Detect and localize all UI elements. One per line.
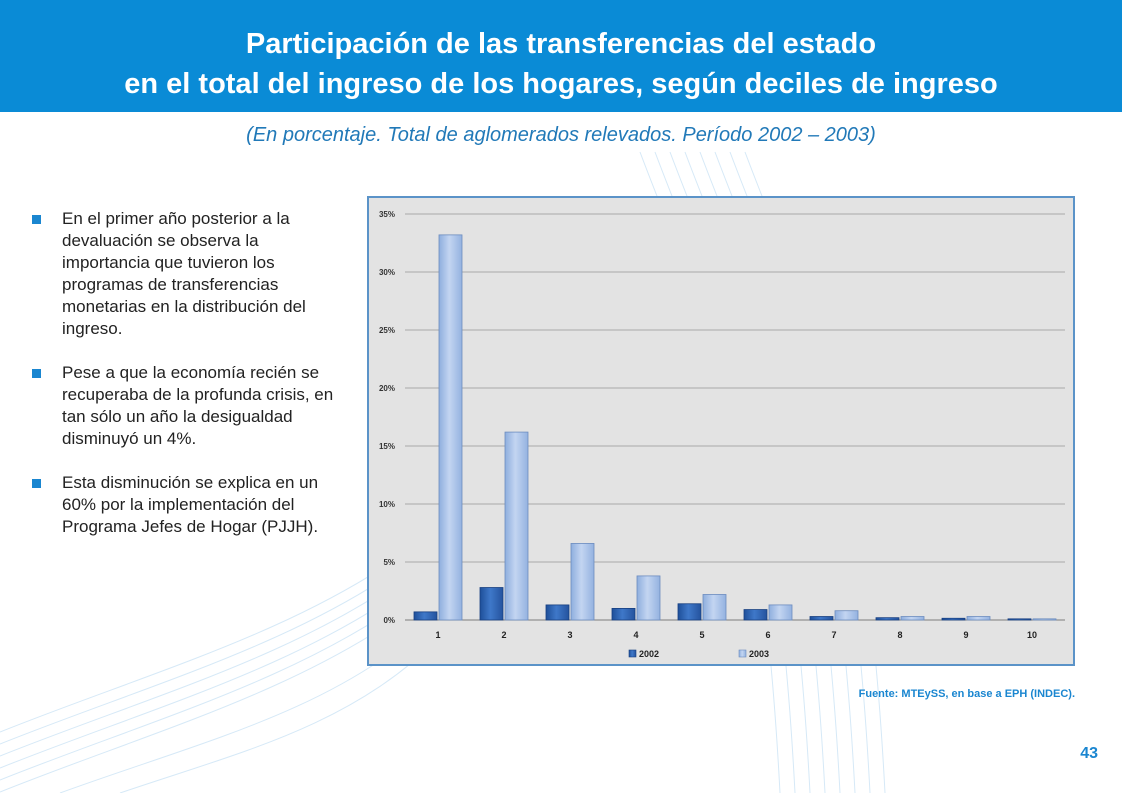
- bar-2003-7: [834, 610, 859, 621]
- bar-2002-8: [875, 617, 900, 621]
- x-tick-label: 7: [831, 630, 836, 640]
- x-tick-label: 4: [633, 630, 638, 640]
- legend-swatch-2002: [628, 649, 637, 658]
- bar-2002-6: [743, 609, 768, 621]
- bullet-list: En el primer año posterior a la devaluac…: [30, 208, 350, 560]
- x-tick-label: 2: [501, 630, 506, 640]
- subtitle: (En porcentaje. Total de aglomerados rel…: [246, 124, 876, 146]
- header-bar: Participación de las transferencias del …: [0, 0, 1122, 112]
- bar-2003-2: [504, 431, 529, 621]
- bar-2002-10: [1007, 618, 1032, 621]
- bar-2003-9: [966, 616, 991, 621]
- y-tick-label: 15%: [379, 442, 395, 451]
- bar-2003-8: [900, 616, 925, 621]
- bar-2002-3: [545, 604, 570, 621]
- bullet-item-1: En el primer año posterior a la devaluac…: [30, 208, 350, 340]
- bullet-square-icon: [32, 215, 41, 224]
- bar-2003-1: [438, 234, 463, 621]
- bullet-square-icon: [32, 479, 41, 488]
- bar-chart: 0% 5% 10% 15% 20% 25% 30% 35% 1 2 3 4 5 6 7 8 9 10 2002 200…: [379, 210, 1065, 659]
- y-tick-label: 30%: [379, 268, 395, 277]
- page-title-line-2: en el total del ingreso de los hogares, …: [124, 68, 998, 100]
- bar-2003-5: [702, 594, 727, 621]
- y-tick-label: 5%: [383, 558, 395, 567]
- y-tick-label: 35%: [379, 210, 395, 219]
- x-tick-label: 5: [699, 630, 704, 640]
- source-note: Fuente: MTEySS, en base a EPH (INDEC).: [858, 688, 1075, 700]
- bullet-square-icon: [32, 369, 41, 378]
- bar-2002-1: [413, 611, 438, 621]
- bullet-text-3: Esta disminución se explica en un 60% po…: [62, 473, 319, 536]
- legend-label-2002: 2002: [639, 649, 659, 659]
- y-tick-label: 0%: [383, 616, 395, 625]
- bullet-item-2: Pese a que la economía recién se recuper…: [30, 362, 350, 450]
- y-tick-label: 25%: [379, 326, 395, 335]
- x-tick-label: 1: [435, 630, 440, 640]
- legend-label-2003: 2003: [749, 649, 769, 659]
- bar-2003-10: [1032, 618, 1057, 621]
- x-tick-label: 8: [897, 630, 902, 640]
- bar-2003-6: [768, 604, 793, 621]
- bar-2002-2: [479, 587, 504, 621]
- bar-2002-5: [677, 603, 702, 621]
- y-tick-label: 20%: [379, 384, 395, 393]
- bullet-text-2: Pese a que la economía recién se recuper…: [62, 363, 334, 448]
- bar-2002-9: [941, 617, 966, 621]
- x-tick-label: 6: [765, 630, 770, 640]
- bullet-item-3: Esta disminución se explica en un 60% po…: [30, 472, 350, 538]
- x-tick-label: 9: [963, 630, 968, 640]
- x-tick-label: 3: [567, 630, 572, 640]
- legend-swatch-2003: [738, 649, 747, 658]
- bar-2002-7: [809, 616, 834, 621]
- bar-2003-3: [570, 543, 595, 621]
- bullet-text-1: En el primer año posterior a la devaluac…: [62, 209, 306, 338]
- x-tick-label: 10: [1027, 630, 1037, 640]
- bar-2003-4: [636, 575, 661, 621]
- page-title-line-1: Participación de las transferencias del …: [245, 28, 877, 60]
- bar-2002-4: [611, 607, 636, 621]
- y-tick-label: 10%: [379, 500, 395, 509]
- page-number: 43: [1080, 745, 1098, 762]
